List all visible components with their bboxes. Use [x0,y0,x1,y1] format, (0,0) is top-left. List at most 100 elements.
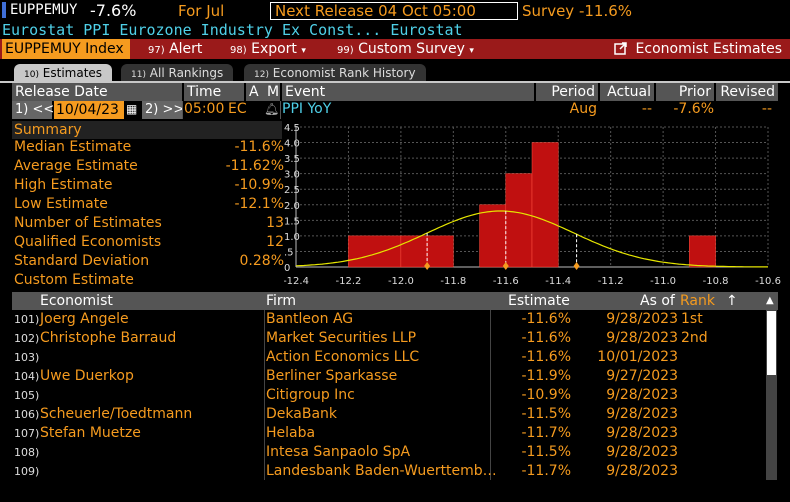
histogram-bar [426,235,454,268]
prev-release-button[interactable]: 1) << [12,101,54,119]
summary-label: Median Estimate [14,139,132,155]
y-tick-label: 0 [284,263,290,274]
estimate-value: -11.7% [521,425,571,441]
header-m: M [264,83,280,101]
estimate-value: -11.6% [521,311,571,327]
summary-label: High Estimate [14,177,113,193]
as-of-date: 9/28/2023 [606,425,678,441]
firm-name[interactable]: Helaba [266,425,316,441]
economist-estimates-button[interactable]: Economist Estimates [613,39,782,59]
tab-underline [0,81,790,83]
summary-title: Summary [12,121,282,139]
summary-label: Average Estimate [14,158,138,174]
y-tick-label: 4.5 [284,123,300,134]
firm-name[interactable]: Citigroup Inc [266,387,355,403]
y-tick-label: 2.5 [284,185,300,196]
dropdown-arrow-icon: ▾ [301,46,306,56]
row-number: 104) [14,370,40,383]
economist-name[interactable]: Uwe Duerkop [40,368,134,384]
economist-estimates-label: Economist Estimates [635,41,782,57]
x-tick-label: -12.0 [388,276,414,287]
table-header [12,292,778,310]
tab-estimates[interactable]: 10) Estimates [14,64,113,82]
firm-name[interactable]: Berliner Sparkasse [266,368,398,384]
firm-name[interactable]: Action Economics LLC [266,349,420,365]
as-of-date: 9/28/2023 [606,444,678,460]
scroll-up-icon[interactable]: ▲ [766,295,774,306]
row-number: 103) [14,351,40,364]
normal-distribution-curve [295,210,768,268]
release-date-input[interactable]: 10/04/23 [54,101,124,119]
firm-name[interactable]: Landesbank Baden-Wuerttemb… [266,463,497,479]
event-period: Aug [569,101,597,117]
security-source: Eurostat [390,21,463,39]
economist-name[interactable]: Christophe Barraud [40,330,177,346]
summary-value: -12.1% [234,196,284,212]
event-actual: -- [641,101,652,117]
event-name[interactable]: PPI YoY [282,101,332,117]
security-name: Eurostat PPI Eurozone Industry Ex Const.… [2,21,382,39]
alert-menu[interactable]: 97) Alert [148,41,203,57]
x-tick-label: -12.2 [336,276,362,287]
col-economist[interactable]: Economist [40,293,113,309]
stat-marker-icon [424,262,431,270]
summary-value: 0.28% [239,253,284,269]
column-divider [490,310,491,480]
col-rank[interactable]: Rank [680,293,715,309]
launch-icon [613,42,627,55]
col-firm[interactable]: Firm [266,293,297,309]
economist-name[interactable]: Joerg Angele [40,311,129,327]
estimate-value: -11.5% [521,406,571,422]
row-number: 109) [14,465,40,478]
estimate-distribution-chart: 0 .5 1.0 1.5 2.0 2.5 3.0 3.5 4.0 4.5 -12.4 -12.2 -12… [284,123,781,287]
estimate-value: -11.7% [521,463,571,479]
header-prior: Prior [656,83,714,101]
y-tick-label: 3.0 [284,170,300,181]
bell-icon[interactable]: 🔔︎ [264,102,280,116]
next-release-button[interactable]: 2) >> [142,101,184,119]
firm-name[interactable]: DekaBank [266,406,337,422]
calendar-icon[interactable]: ▦ [126,102,138,116]
scrollbar-thumb[interactable] [767,311,776,375]
col-as-of[interactable]: As of [640,293,675,309]
summary-value: 13 [266,215,284,231]
header-time: Time [184,83,244,101]
sort-ascending-icon[interactable]: ↑ [726,293,738,309]
custom-survey-menu[interactable]: 99) Custom Survey ▾ [337,41,474,57]
firm-name[interactable]: Bantleon AG [266,311,354,327]
summary-label: Qualified Economists [14,234,162,250]
as-of-date: 9/28/2023 [606,387,678,403]
col-estimate[interactable]: Estimate [508,293,570,309]
scrollbar-track[interactable] [766,310,777,480]
tab-economist-rank-history[interactable]: 12) Economist Rank History [244,64,426,82]
histogram-bar [531,142,559,268]
rank-value: 1st [681,311,703,327]
export-menu[interactable]: 98) Export ▾ [230,41,306,57]
event-revised: -- [761,101,772,117]
firm-name[interactable]: Intesa Sanpaolo SpA [266,444,411,460]
dropdown-arrow-icon: ▾ [469,46,474,56]
histogram-bar [505,173,533,268]
x-tick-label: -11.0 [650,276,676,287]
y-tick-label: 2.0 [284,201,300,212]
index-button[interactable]: EUPPEMUY Index [2,39,130,59]
histogram-bar [400,235,428,268]
x-tick-label: -11.2 [598,276,624,287]
economist-name[interactable]: Scheuerle/Toedtmann [40,406,193,422]
next-release: Next Release 04 Oct 05:00 [270,2,518,20]
header-event: Event [282,83,534,101]
period-label: For Jul [178,2,225,20]
rank-value: 2nd [681,330,708,346]
y-tick-label: .5 [284,247,294,258]
tab-all-rankings[interactable]: 11) All Rankings [121,64,234,82]
header-revised: Revised [716,83,778,101]
ticker-marker [2,2,6,18]
summary-label: Custom Estimate [14,272,134,288]
estimate-value: -11.6% [521,349,571,365]
last-change: -7.6% [90,1,137,20]
firm-name[interactable]: Market Securities LLP [266,330,417,346]
as-of-date: 9/28/2023 [606,463,678,479]
x-tick-label: -10.6 [755,276,781,287]
economist-name[interactable]: Stefan Muetze [40,425,141,441]
summary-value: -10.9% [234,177,284,193]
